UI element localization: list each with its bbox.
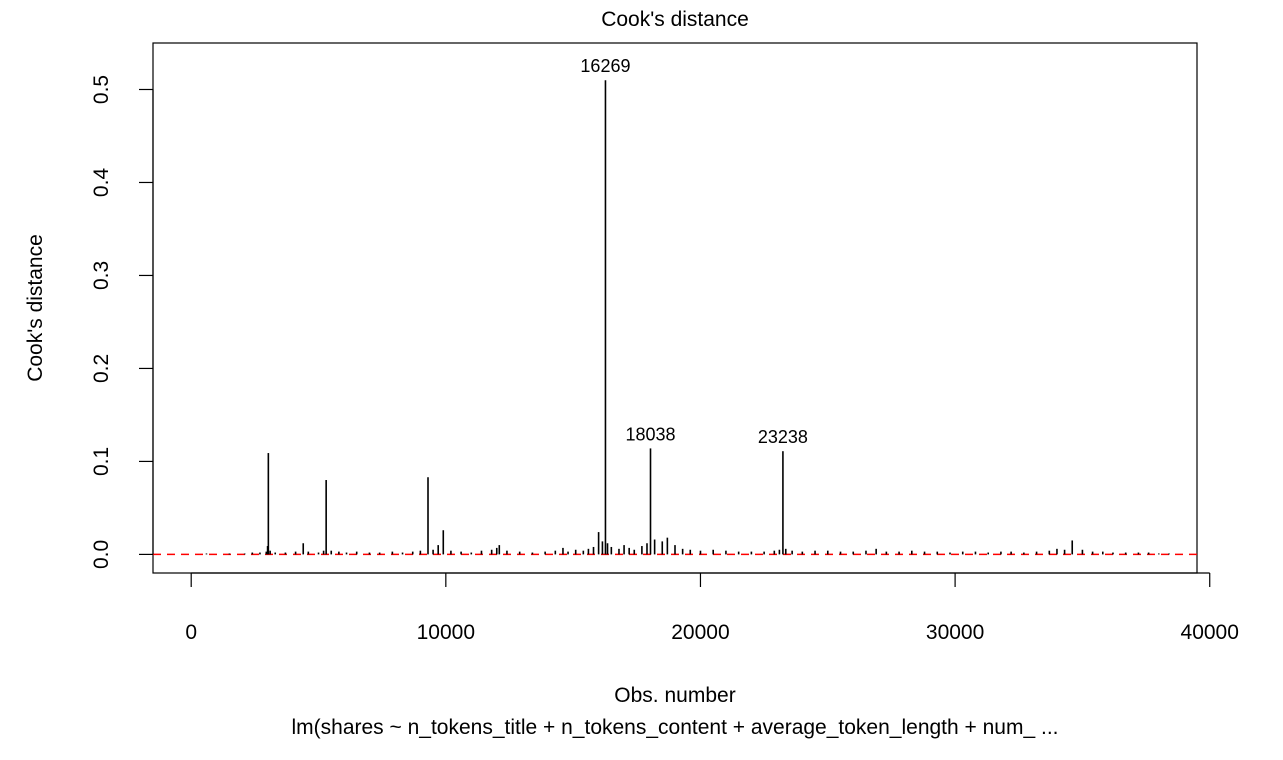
- y-axis-label: Cook's distance: [24, 234, 47, 382]
- x-tick-label: 40000: [1181, 621, 1239, 644]
- x-axis-label: Obs. number: [614, 684, 735, 707]
- plot-frame: [152, 42, 1198, 574]
- y-tick-label: 0.0: [90, 540, 113, 569]
- point-label: 18038: [625, 424, 675, 444]
- point-label: 16269: [580, 56, 630, 76]
- bars-layer: [205, 80, 1170, 555]
- x-tick-label: 10000: [417, 621, 475, 644]
- chart-title: Cook's distance: [601, 8, 749, 31]
- x-axis: 0 10000 20000 30000 40000: [185, 572, 1239, 644]
- point-label: 23238: [758, 427, 808, 447]
- y-tick-label: 0.4: [90, 168, 113, 198]
- y-axis: 0.0 0.1 0.2 0.3 0.4 0.5: [90, 75, 154, 569]
- x-tick-label: 0: [185, 621, 197, 644]
- y-tick-label: 0.5: [90, 75, 113, 104]
- y-tick-label: 0.1: [90, 447, 113, 476]
- chart-subtitle: lm(shares ~ n_tokens_title + n_tokens_co…: [291, 716, 1058, 739]
- y-tick-label: 0.3: [90, 261, 113, 290]
- x-tick-label: 30000: [926, 621, 984, 644]
- y-tick-label: 0.2: [90, 354, 113, 383]
- point-labels-layer: 16269 18038 23238: [580, 56, 808, 447]
- x-tick-label: 20000: [671, 621, 729, 644]
